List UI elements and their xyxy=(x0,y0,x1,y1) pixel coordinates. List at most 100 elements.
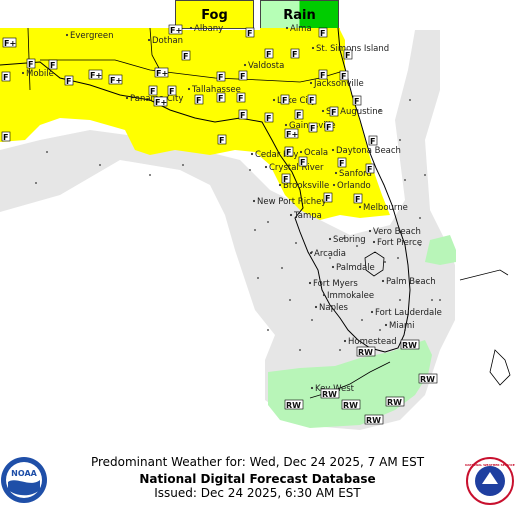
fog-symbol-box xyxy=(318,69,328,80)
fog-symbol: F+ xyxy=(156,69,168,78)
fog-symbol-box xyxy=(154,67,169,78)
city-label: St. Augustine xyxy=(326,107,383,117)
city-dot xyxy=(308,281,312,285)
fog-symbol-box xyxy=(181,50,191,61)
fog-symbol-box xyxy=(339,70,349,81)
city-dot xyxy=(147,38,151,42)
fog-symbol: F xyxy=(218,94,223,103)
grid-dot xyxy=(409,99,411,101)
fog-symbol: F xyxy=(28,60,33,69)
fog-symbol: F xyxy=(240,72,245,81)
rain-symbol: RW xyxy=(420,375,435,384)
fog-symbol-box xyxy=(281,173,291,184)
rain-symbol: RW xyxy=(387,398,402,407)
grid-dot xyxy=(311,251,313,253)
fog-symbol: F xyxy=(331,108,336,117)
grid-dot xyxy=(329,257,331,259)
city-label: Sebring xyxy=(333,235,366,245)
city-dot xyxy=(250,152,254,156)
grid-dot xyxy=(289,299,291,301)
fog-symbol: F xyxy=(50,61,55,70)
city-dot xyxy=(299,150,303,154)
city-label: Fort Pierce xyxy=(377,238,422,248)
grid-dot xyxy=(281,267,283,269)
city-label: Homestead xyxy=(348,337,397,347)
fog-symbol: F xyxy=(355,195,360,204)
noaa-logo: NOAA xyxy=(1,457,47,503)
city-label: Jacksonville xyxy=(313,79,364,89)
grid-dot xyxy=(254,229,256,231)
fog-symbol-box xyxy=(148,85,158,96)
grid-dot xyxy=(267,221,269,223)
fog-symbol-box xyxy=(324,121,334,132)
fog-symbol-box xyxy=(308,122,318,133)
fog-symbol-box xyxy=(216,71,226,82)
city-label: Tallahassee xyxy=(191,85,241,95)
rain-symbol: RW xyxy=(402,341,417,350)
city-dot xyxy=(252,199,256,203)
fog-symbol-box xyxy=(365,163,375,174)
fog-symbol: F xyxy=(169,87,174,96)
island-outline-2 xyxy=(489,349,511,386)
city-label: Vero Beach xyxy=(373,227,421,237)
fog-symbol: F xyxy=(341,72,346,81)
grid-dot xyxy=(46,151,48,153)
grid-dot xyxy=(384,261,386,263)
rain-symbol: RW xyxy=(366,416,381,425)
fog-symbol-box xyxy=(318,27,328,38)
weather-map: Albany Alma Dothan Evergreen St. Simons Isla… xyxy=(0,24,511,430)
city-label: Mobile xyxy=(26,69,54,79)
city-dot xyxy=(21,71,25,75)
city-label: New Port Richey xyxy=(257,197,326,207)
city-dot xyxy=(311,46,315,50)
fog-symbol: F xyxy=(339,159,344,168)
city-dot xyxy=(310,386,314,390)
fog-symbol-box xyxy=(298,156,308,167)
fog-symbol: F xyxy=(370,137,375,146)
city-dot xyxy=(370,310,374,314)
rain-symbol-box xyxy=(400,339,420,350)
fog-symbol-box xyxy=(352,95,362,106)
state-border-al-ga xyxy=(149,27,161,71)
city-label: Arcadia xyxy=(314,249,346,259)
city-label: Melbourne xyxy=(363,203,408,213)
fog-symbol-box xyxy=(26,58,36,69)
fog-symbol: F xyxy=(310,124,315,133)
grid-dot xyxy=(295,242,297,244)
city-label: Orlando xyxy=(337,181,371,191)
grid-dot xyxy=(417,281,419,283)
fog-symbol-box xyxy=(236,92,246,103)
rain-symbol-box xyxy=(341,399,361,410)
nws-logo: NATIONAL WEATHER SERVICE xyxy=(465,457,515,505)
island-outline xyxy=(459,269,509,281)
fog-symbol-box xyxy=(64,75,74,86)
city-dot xyxy=(358,205,362,209)
city-label: Evergreen xyxy=(70,31,114,41)
grid-dot xyxy=(404,179,406,181)
city-dot xyxy=(309,81,313,85)
fog-symbol: F xyxy=(283,175,288,184)
fog-symbol-box xyxy=(167,85,177,96)
fog-symbol: F xyxy=(240,111,245,120)
grid-dot xyxy=(419,244,421,246)
fog-symbol-box xyxy=(294,109,304,120)
city-dot xyxy=(264,165,268,169)
city-label: Miami xyxy=(389,321,415,331)
city-label: Palm Beach xyxy=(386,277,436,287)
city-label: Ocala xyxy=(304,148,328,158)
database-title: National Digital Forecast Database xyxy=(139,472,376,486)
fog-symbol: F xyxy=(266,114,271,123)
city-label: Naples xyxy=(319,303,349,313)
city-dot xyxy=(285,26,289,30)
city-label: Daytona Beach xyxy=(336,146,401,156)
fog-symbol-box xyxy=(2,37,17,48)
rain-symbol: RW xyxy=(322,390,337,399)
fog-symbol: F xyxy=(354,97,359,106)
fog-symbol: F xyxy=(266,50,271,59)
fog-symbol-box xyxy=(264,48,274,59)
weather-symbols: F+ F FF+F F F FF FF+ F+ F F F FF F F+F FF+ F F F F F FFF F FF F… xyxy=(1,24,438,425)
grid-dot xyxy=(149,174,151,176)
city-dot xyxy=(331,148,335,152)
rain-symbol: RW xyxy=(286,401,301,410)
city-dot xyxy=(187,87,191,91)
